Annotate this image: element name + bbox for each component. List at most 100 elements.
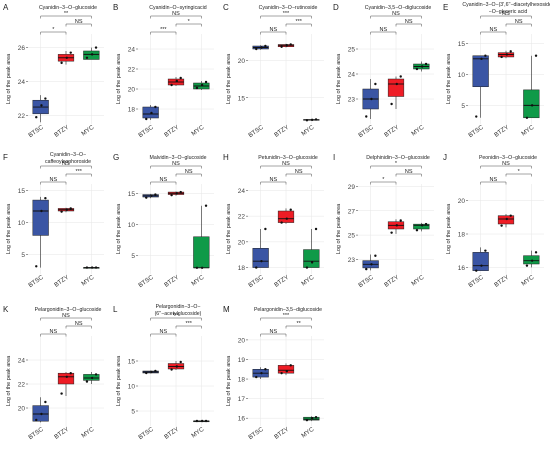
significance-label: NS: [490, 177, 498, 183]
box-body: [193, 236, 210, 269]
data-point: [500, 55, 503, 59]
box-myc: [413, 61, 430, 72]
x-tick-label: MYC: [520, 124, 536, 138]
data-point: [175, 79, 178, 83]
box-btsc: [472, 247, 489, 272]
data-point: [314, 227, 318, 231]
significance-bracket: *: [370, 161, 422, 169]
data-point: [170, 193, 173, 197]
box-myc: [193, 419, 210, 423]
box-btsc: [252, 367, 269, 380]
significance-bracket: NS: [65, 321, 92, 329]
significance-bracket: NS: [285, 169, 312, 177]
data-point: [475, 115, 478, 118]
data-point: [280, 371, 283, 375]
x-tick-label: BTSC: [137, 426, 155, 442]
x-tick-label: MYC: [190, 124, 206, 138]
y-tick-label: 18: [128, 107, 136, 114]
y-tick-label: 24: [18, 79, 26, 86]
bracket-line: [65, 23, 92, 27]
box-btzy: [57, 372, 75, 396]
x-tick-label: BTZY: [53, 274, 70, 289]
y-tick-label: 18: [238, 265, 246, 272]
significance-label: NS: [380, 27, 388, 33]
box-btzy: [277, 208, 295, 224]
x-tick-label: BTZY: [53, 124, 70, 139]
significance-label: ***: [75, 169, 82, 175]
y-axis-label: Log of the peak area: [446, 53, 452, 104]
significance-bracket: ***: [285, 19, 312, 27]
significance-label: **: [64, 11, 69, 17]
significance-label: ***: [283, 313, 290, 319]
significance-label: NS: [75, 321, 83, 327]
box-btsc: [142, 193, 159, 199]
bracket-line: [370, 15, 422, 19]
bracket-line: [480, 15, 532, 19]
data-point: [534, 54, 538, 57]
data-point: [365, 267, 368, 271]
y-tick-label: 15: [238, 95, 246, 102]
y-tick-label: 16: [238, 416, 246, 423]
significance-bracket: NS: [150, 177, 177, 185]
x-tick-label: BTZY: [273, 124, 290, 139]
box-btzy: [167, 76, 185, 87]
x-tick-label: BTSC: [467, 274, 485, 290]
box-btzy: [497, 50, 515, 59]
bracket-line: [175, 23, 202, 27]
y-axis-label: Log of the peak area: [446, 203, 452, 254]
data-point: [314, 118, 318, 121]
panel-letter: C: [223, 3, 229, 12]
bracket-line: [150, 165, 202, 169]
x-tick-label: MYC: [190, 274, 206, 288]
y-tick-label: 15: [458, 41, 466, 48]
box-myc: [413, 222, 430, 232]
panel-letter: F: [3, 153, 8, 162]
significance-bracket: *: [40, 27, 67, 35]
panel-title: Cyanidin−O−syringicacid: [149, 5, 206, 11]
data-point: [534, 251, 538, 254]
data-point: [475, 269, 478, 272]
significance-bracket: NS: [370, 27, 397, 35]
significance-bracket: NS: [175, 169, 202, 177]
bracket-line: [285, 173, 312, 177]
y-tick-label: 24: [348, 72, 356, 79]
y-tick-label: 23: [348, 97, 356, 104]
data-point: [40, 104, 43, 107]
panel-title-line: Cyanidin−3−O−(3',6''−diacetylhexoside): [462, 2, 550, 8]
panel-b: B Cyanidin−O−syringicacid 18 20 22 24 Log of t…: [113, 3, 214, 139]
panel-title: Pelargonidin−3,5−diglucoside: [254, 307, 322, 313]
y-tick-label: 20: [238, 337, 246, 344]
data-point: [154, 193, 157, 196]
bracket-line: [40, 15, 92, 19]
x-tick-label: MYC: [300, 124, 316, 138]
y-axis-label: Log of the peak area: [6, 53, 12, 104]
data-point: [289, 43, 292, 46]
bracket-line: [175, 325, 202, 329]
significance-label: NS: [50, 177, 58, 183]
data-point: [69, 372, 72, 375]
significance-bracket: NS: [260, 161, 312, 169]
y-tick-label: 22: [18, 113, 26, 120]
data-point: [424, 62, 428, 66]
panel-title: Cyanidin−3−O−glucoside: [39, 5, 97, 11]
panel-h: H Petunidin−3−O−glucoside 18 20 22 24 Log of t…: [223, 153, 324, 289]
bracket-line: [40, 181, 67, 185]
data-point: [179, 76, 182, 80]
data-point: [150, 370, 153, 374]
y-tick-label: 5: [131, 409, 135, 416]
panel-letter: L: [113, 305, 118, 314]
data-point: [505, 217, 508, 221]
data-point: [305, 418, 309, 422]
significance-bracket: **: [285, 321, 312, 329]
bracket-line: [260, 317, 312, 321]
x-tick-label: BTSC: [137, 124, 155, 140]
bracket-line: [370, 31, 397, 35]
data-point: [399, 219, 402, 222]
significance-bracket: ***: [260, 11, 312, 19]
panel-title-line: Peonidin−3−O−glucoside: [479, 155, 537, 161]
y-tick-label: 25: [348, 233, 356, 240]
panel-a: A Cyanidin−3−O−glucoside 22 24 26 Log of the …: [3, 3, 104, 139]
significance-bracket: NS: [370, 11, 422, 19]
significance-bracket: NS: [150, 329, 177, 337]
significance-bracket: NS: [260, 27, 287, 35]
